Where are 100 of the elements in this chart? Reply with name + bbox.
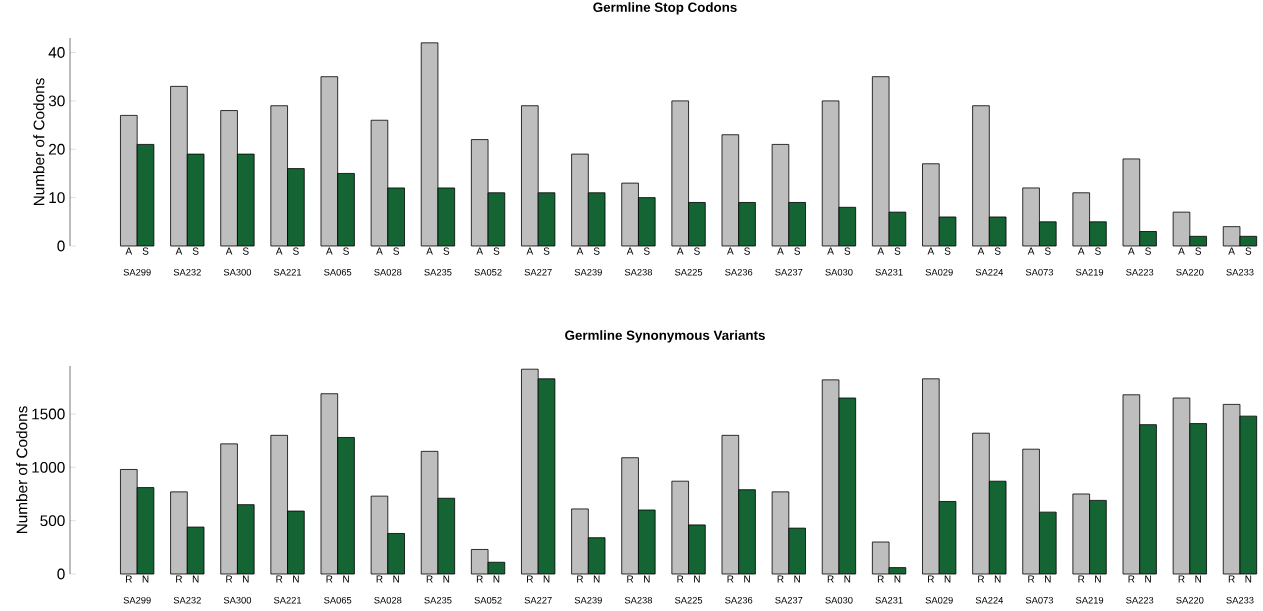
text: A: [1128, 247, 1135, 255]
x-tick-label: SA224: [975, 268, 1004, 276]
x-tick-label: SA235: [424, 268, 452, 276]
text: R: [1178, 575, 1185, 583]
x-tick-label: SA299: [123, 596, 151, 604]
text: S: [1195, 247, 1202, 255]
text: S: [994, 247, 1001, 255]
text: A: [1178, 247, 1185, 255]
x-tick-label: SA065: [324, 268, 352, 276]
text: S: [242, 247, 249, 255]
x-tick-label: SA220: [1176, 596, 1204, 604]
text: N: [794, 575, 800, 583]
x-tick-label: SA029: [925, 596, 953, 604]
text: S: [192, 247, 199, 255]
text: S: [343, 247, 349, 255]
x-tick-label: SA238: [624, 596, 653, 604]
text: R: [1128, 575, 1135, 583]
text: N: [242, 575, 249, 583]
series-label: A: [125, 247, 133, 255]
x-tick-label: SA225: [674, 268, 703, 276]
text: A: [676, 247, 684, 255]
x-tick-label: SA073: [1025, 596, 1054, 604]
x-tick-label: SA223: [1126, 268, 1154, 276]
x-tick-label: SA232: [173, 596, 201, 604]
text: A: [326, 247, 333, 255]
text: S: [1095, 247, 1101, 255]
text: A: [727, 247, 734, 255]
x-tick-label: SA232: [173, 268, 201, 276]
y-tick-label: 40: [48, 47, 65, 58]
text: A: [476, 247, 484, 255]
x-tick-label: SA028: [374, 596, 402, 604]
x-tick-label: SA030: [825, 268, 853, 276]
y-tick-label: 10: [49, 192, 65, 204]
y-tick-label: 0: [57, 568, 65, 580]
y-axis-title: Number of Codons: [33, 78, 45, 206]
text: A: [777, 247, 784, 255]
text: R: [1028, 575, 1035, 583]
x-tick-label: SA065: [324, 596, 352, 604]
text: R: [777, 575, 784, 583]
text: S: [694, 247, 700, 255]
text: R: [727, 575, 734, 583]
x-tick-label: SA224: [975, 596, 1004, 604]
text: A: [877, 247, 885, 255]
x-tick-label: SA029: [925, 268, 953, 276]
text: A: [827, 247, 834, 255]
text: S: [744, 247, 750, 255]
text: N: [293, 575, 299, 583]
x-tick-label: SA236: [725, 596, 753, 604]
x-tick-label: SA237: [775, 268, 803, 276]
text: A: [977, 247, 985, 255]
text: N: [1045, 575, 1051, 583]
text: R: [627, 575, 634, 583]
text: N: [192, 575, 199, 583]
text: R: [827, 575, 834, 583]
text: A: [1027, 247, 1035, 255]
series-label: N: [142, 575, 149, 583]
text: S: [894, 247, 901, 255]
y-tick-label: 30: [48, 95, 65, 107]
text: A: [1228, 247, 1235, 255]
y-tick-label: 500: [40, 515, 65, 527]
text: S: [443, 247, 450, 255]
text: S: [643, 247, 650, 255]
text: A: [927, 247, 935, 255]
x-tick-label: SA239: [574, 268, 602, 276]
x-tick-label: SA299: [123, 268, 151, 276]
text: S: [794, 247, 801, 255]
text: R: [226, 575, 233, 583]
x-tick-label: SA300: [223, 268, 252, 276]
x-tick-label: SA221: [273, 268, 302, 276]
x-tick-label: SA030: [825, 596, 853, 604]
text: N: [1195, 575, 1201, 583]
x-tick-label: SA231: [875, 268, 903, 276]
text: S: [493, 247, 500, 255]
y-tick-label: 0: [57, 240, 65, 252]
text: N: [894, 575, 901, 583]
text: A: [626, 247, 634, 255]
x-tick-label: SA220: [1176, 268, 1204, 276]
text: R: [476, 575, 483, 583]
text: A: [1077, 247, 1085, 255]
text: R: [326, 575, 333, 583]
x-tick-label: SA073: [1025, 268, 1054, 276]
text: N: [744, 575, 750, 583]
text: R: [1078, 575, 1085, 583]
chart-title: Germline Stop Codons: [593, 2, 737, 15]
text: A: [526, 247, 534, 255]
x-tick-label: SA221: [273, 596, 302, 604]
x-tick-label: SA219: [1075, 268, 1104, 276]
text: S: [543, 247, 550, 255]
x-tick-label: SA233: [1226, 596, 1254, 604]
y-axis-title: Number of Codons: [16, 406, 28, 534]
x-tick-label: SA052: [474, 596, 502, 604]
x-tick-label: SA236: [725, 268, 753, 276]
text: R: [577, 575, 584, 583]
x-tick-label: SA233: [1226, 268, 1254, 276]
text: S: [393, 247, 400, 255]
series-label: S: [142, 247, 149, 255]
x-tick-label: SA231: [875, 596, 903, 604]
text: S: [1245, 247, 1252, 255]
x-tick-label: SA238: [624, 268, 653, 276]
x-tick-label: SA227: [524, 268, 552, 276]
